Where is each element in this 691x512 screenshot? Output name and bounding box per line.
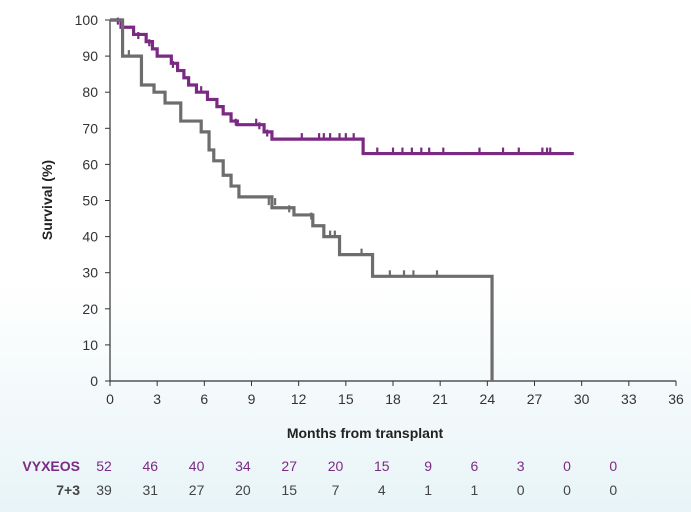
seven-plus-three-survival-line (110, 18, 494, 381)
x-tick-label: 33 (621, 391, 637, 407)
risk-count: 0 (609, 458, 617, 474)
risk-count: 0 (563, 482, 571, 498)
risk-count: 27 (281, 458, 297, 474)
y-tick-label: 70 (82, 120, 98, 136)
x-tick-label: 30 (574, 391, 590, 407)
risk-count: 3 (517, 458, 525, 474)
y-tick-label: 50 (82, 193, 98, 209)
x-tick-label: 36 (668, 391, 684, 407)
x-tick-label: 0 (106, 391, 114, 407)
risk-count: 15 (281, 482, 297, 498)
vyxeos-survival-line (110, 18, 574, 156)
risk-count: 31 (143, 482, 159, 498)
y-tick-label: 20 (82, 301, 98, 317)
risk-count: 20 (235, 482, 251, 498)
risk-count: 15 (374, 458, 390, 474)
risk-count: 0 (517, 482, 525, 498)
x-tick-label: 24 (480, 391, 496, 407)
risk-table: VYXEOS 52 46 40 34 27 20 15 9 6 3 0 07+3 39 31 27 20 15 7 4… (22, 458, 617, 498)
risk-count: 20 (328, 458, 344, 474)
risk-count: 9 (424, 458, 432, 474)
x-tick-label: 18 (385, 391, 401, 407)
x-tick-label: 9 (248, 391, 256, 407)
risk-count: 7 (332, 482, 340, 498)
y-tick-label: 40 (82, 229, 98, 245)
x-tick-label: 6 (200, 391, 208, 407)
risk-row-label: VYXEOS (22, 458, 80, 474)
risk-row-label: 7+3 (56, 482, 80, 498)
y-tick-label: 100 (75, 12, 99, 28)
risk-count: 1 (424, 482, 432, 498)
y-tick-label: 10 (82, 337, 98, 353)
series-layer (110, 17, 574, 381)
risk-count: 52 (96, 458, 112, 474)
risk-count: 39 (96, 482, 112, 498)
risk-count: 27 (189, 482, 205, 498)
risk-count: 1 (471, 482, 479, 498)
y-tick-label: 0 (90, 373, 98, 389)
y-tick-group: 0 10 20 30 40 50 60 70 80 90 100 (75, 12, 110, 389)
y-tick-label: 80 (82, 84, 98, 100)
y-tick-label: 90 (82, 48, 98, 64)
y-tick-label: 60 (82, 156, 98, 172)
risk-count: 6 (471, 458, 479, 474)
y-axis-title: Survival (%) (39, 160, 55, 240)
risk-count: 0 (609, 482, 617, 498)
y-tick-label: 30 (82, 265, 98, 281)
risk-count: 40 (189, 458, 205, 474)
x-tick-label: 15 (338, 391, 354, 407)
x-tick-label: 21 (432, 391, 448, 407)
risk-count: 46 (143, 458, 159, 474)
risk-count: 4 (378, 482, 386, 498)
axes (109, 20, 676, 382)
x-axis-title: Months from transplant (287, 425, 444, 441)
x-tick-group: 0 3 6 9 12 15 18 21 24 27 30 33 36 (106, 381, 684, 407)
risk-count: 34 (235, 458, 251, 474)
x-tick-label: 3 (153, 391, 161, 407)
x-tick-label: 27 (527, 391, 543, 407)
risk-count: 0 (563, 458, 571, 474)
x-tick-label: 12 (291, 391, 307, 407)
